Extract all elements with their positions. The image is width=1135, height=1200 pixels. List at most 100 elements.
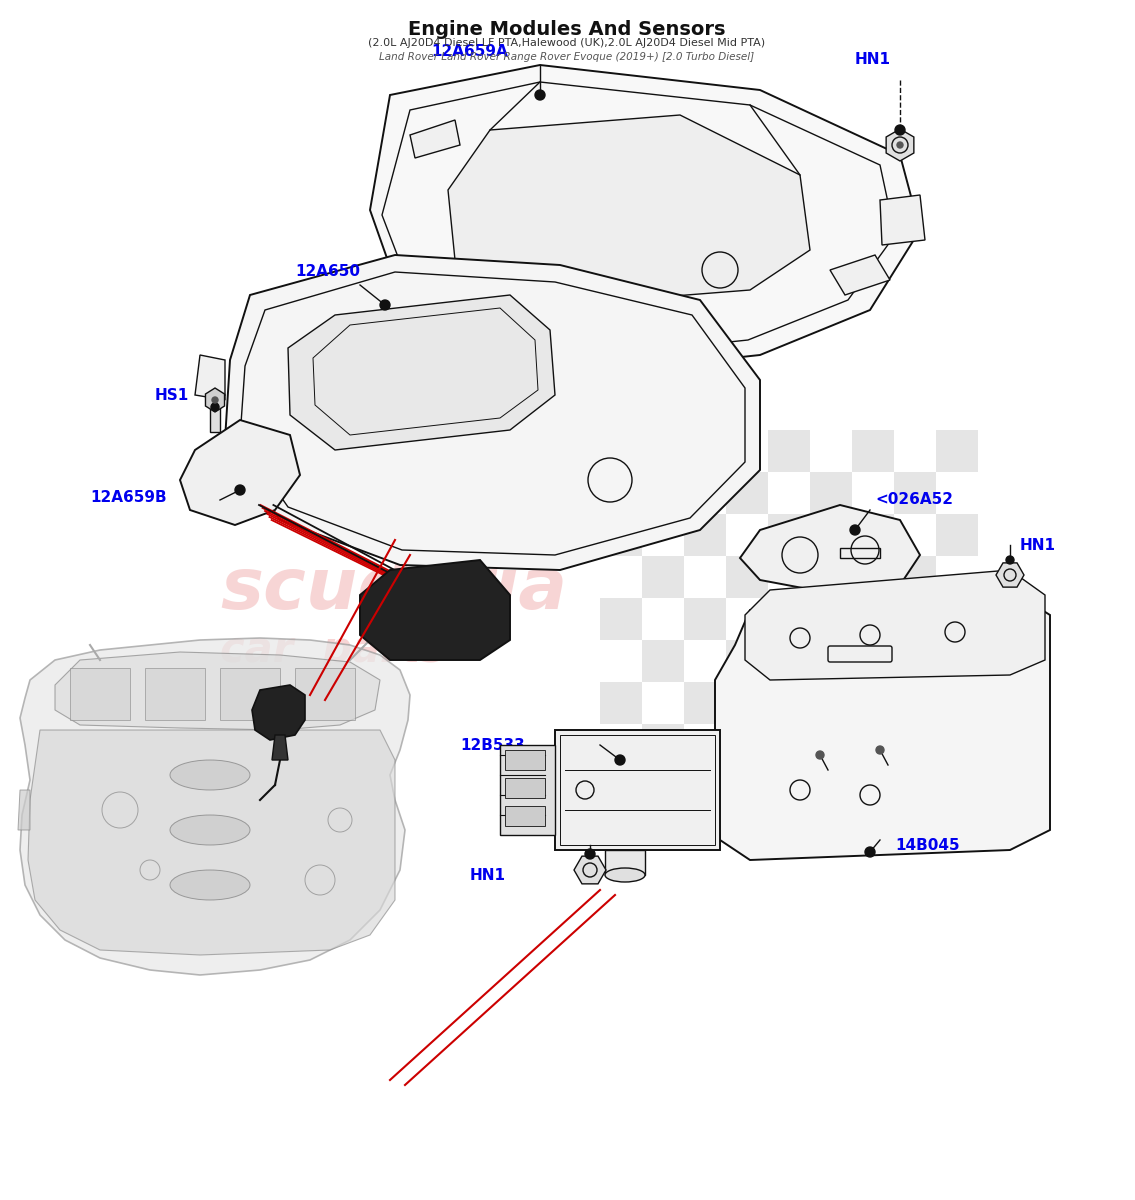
Text: Land Rover Land Rover Range Rover Evoque (2019+) [2.0 Turbo Diesel]: Land Rover Land Rover Range Rover Evoque…	[379, 52, 755, 62]
Bar	[684, 682, 726, 724]
Circle shape	[380, 300, 390, 310]
Polygon shape	[18, 790, 30, 830]
Bar	[210, 400, 220, 432]
Bar	[600, 514, 642, 556]
Bar	[768, 766, 810, 808]
Bar	[936, 430, 978, 472]
Bar	[936, 682, 978, 724]
Polygon shape	[28, 730, 395, 955]
Bar	[505, 778, 545, 798]
Polygon shape	[715, 590, 1050, 860]
Bar	[642, 640, 684, 682]
Text: scuderia: scuderia	[220, 556, 568, 624]
Polygon shape	[272, 734, 288, 760]
Bar	[894, 472, 936, 514]
Bar	[642, 472, 684, 514]
Bar	[852, 514, 894, 556]
Circle shape	[212, 397, 218, 403]
Bar	[505, 750, 545, 770]
Bar	[555, 730, 720, 850]
Bar	[810, 640, 852, 682]
Circle shape	[615, 755, 625, 766]
Text: HN1: HN1	[470, 868, 506, 882]
Text: HS1: HS1	[155, 388, 190, 402]
Bar	[295, 668, 355, 720]
Bar	[810, 556, 852, 598]
Polygon shape	[740, 505, 920, 595]
Bar	[768, 514, 810, 556]
Bar	[936, 514, 978, 556]
Ellipse shape	[170, 870, 250, 900]
Polygon shape	[830, 254, 890, 295]
Bar	[726, 724, 768, 766]
Ellipse shape	[170, 815, 250, 845]
Text: 14B045: 14B045	[896, 838, 959, 852]
Circle shape	[850, 526, 860, 535]
Ellipse shape	[170, 760, 250, 790]
Bar	[840, 548, 880, 558]
Bar	[936, 598, 978, 640]
Text: (2.0L AJ20D4 Diesel LF PTA,Halewood (UK),2.0L AJ20D4 Diesel Mid PTA): (2.0L AJ20D4 Diesel LF PTA,Halewood (UK)…	[369, 38, 766, 48]
Bar	[600, 766, 642, 808]
Bar	[684, 430, 726, 472]
Bar	[505, 806, 545, 826]
Bar	[145, 668, 205, 720]
Text: car  parts: car parts	[220, 629, 445, 671]
Polygon shape	[180, 420, 300, 526]
Bar	[684, 514, 726, 556]
Bar	[894, 556, 936, 598]
Bar	[220, 668, 280, 720]
Polygon shape	[195, 355, 225, 400]
Circle shape	[211, 403, 219, 410]
Bar	[600, 430, 642, 472]
Polygon shape	[745, 570, 1045, 680]
Bar	[852, 682, 894, 724]
Text: <026A52: <026A52	[875, 492, 953, 508]
Bar	[852, 598, 894, 640]
Polygon shape	[997, 563, 1024, 587]
Polygon shape	[880, 194, 925, 245]
Bar	[560, 734, 715, 845]
Text: HN1: HN1	[1020, 538, 1056, 552]
Bar	[852, 430, 894, 472]
Bar	[642, 724, 684, 766]
Bar	[684, 598, 726, 640]
Polygon shape	[448, 115, 810, 305]
Circle shape	[865, 847, 875, 857]
Bar	[605, 850, 645, 875]
Circle shape	[897, 142, 903, 148]
Circle shape	[896, 125, 905, 134]
Bar	[600, 598, 642, 640]
Ellipse shape	[605, 868, 645, 882]
Circle shape	[816, 751, 824, 758]
Bar	[726, 556, 768, 598]
Text: 12A650: 12A650	[295, 264, 360, 280]
Polygon shape	[360, 560, 510, 660]
Polygon shape	[205, 388, 225, 412]
Bar	[810, 724, 852, 766]
Bar	[600, 682, 642, 724]
Bar	[70, 668, 131, 720]
Circle shape	[235, 485, 245, 494]
Text: 12A659A: 12A659A	[431, 44, 508, 60]
Text: Engine Modules And Sensors: Engine Modules And Sensors	[409, 20, 725, 38]
Bar	[642, 556, 684, 598]
Polygon shape	[370, 65, 920, 370]
Text: 12B533: 12B533	[460, 738, 524, 752]
Polygon shape	[574, 856, 606, 884]
Bar	[726, 640, 768, 682]
Text: 12A659B: 12A659B	[90, 491, 167, 505]
Bar	[810, 472, 852, 514]
Polygon shape	[410, 120, 460, 158]
Bar	[726, 472, 768, 514]
Bar	[894, 640, 936, 682]
Circle shape	[876, 746, 884, 754]
Polygon shape	[225, 254, 760, 570]
Bar	[501, 745, 555, 835]
Circle shape	[585, 850, 595, 859]
Polygon shape	[288, 295, 555, 450]
Polygon shape	[886, 128, 914, 161]
Circle shape	[1006, 556, 1014, 564]
Bar	[768, 598, 810, 640]
Polygon shape	[54, 652, 380, 730]
